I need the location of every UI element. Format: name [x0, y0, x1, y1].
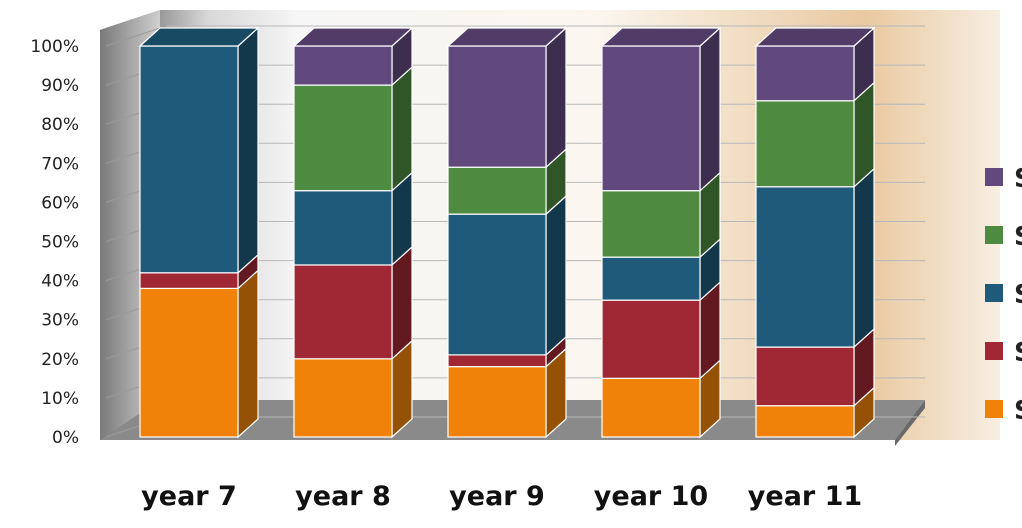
bar-top — [138, 27, 260, 47]
bar-stack — [446, 26, 568, 439]
y-tick-label: 0% — [52, 428, 79, 448]
bar-segment-front — [601, 299, 701, 379]
y-tick-label: 70% — [41, 154, 79, 174]
bar-segment-front — [755, 45, 855, 102]
bar-segment — [293, 65, 413, 193]
bar-segment-front — [447, 166, 547, 215]
bar-top — [446, 27, 568, 47]
legend-item: S — [985, 280, 1022, 310]
bar-segment-front — [139, 287, 239, 438]
bar-segment-side — [699, 26, 721, 193]
legend-label: S — [1014, 164, 1022, 194]
bar-segment-side — [391, 65, 413, 193]
bar-segment-front — [139, 45, 239, 274]
y-tick-label: 50% — [41, 233, 79, 253]
x-axis: year 7 year 8 year 9 year 10 year 11 — [141, 481, 862, 512]
bar-segment — [139, 26, 259, 275]
bar-segment-side — [237, 269, 259, 439]
legend-item: S — [985, 338, 1022, 368]
bar-top — [600, 27, 722, 47]
bar-segment-front — [293, 45, 393, 86]
bar-segment — [293, 339, 413, 439]
bar-segment-front — [293, 190, 393, 266]
bar-segment — [293, 245, 413, 361]
bar-segment-front — [755, 186, 855, 348]
bar-segment — [755, 327, 875, 408]
bar-segment-front — [755, 100, 855, 188]
floor-edge — [895, 400, 925, 446]
bar-segment — [139, 269, 259, 439]
x-tick-label: year 8 — [295, 481, 391, 512]
legend-item: S — [985, 222, 1022, 252]
bar-segment — [447, 147, 567, 216]
bar-segment — [447, 26, 567, 169]
bars — [138, 26, 876, 439]
bar-segment-front — [447, 354, 547, 368]
bar-segment-front — [293, 264, 393, 360]
x-tick-label: year 9 — [449, 481, 545, 512]
bar-segment — [447, 194, 567, 357]
bar-segment-side — [545, 26, 567, 169]
legend-label: S — [1014, 396, 1022, 426]
bar-segment-front — [755, 405, 855, 438]
y-tick-label: 80% — [41, 115, 79, 135]
bar-segment-front — [601, 377, 701, 438]
bar-top — [292, 27, 414, 47]
bar-segment — [755, 26, 875, 103]
bar-segment-side — [237, 26, 259, 275]
bar-segment-front — [447, 213, 547, 356]
legend-label: S — [1014, 338, 1022, 368]
y-tick-label: 90% — [41, 76, 79, 96]
bar-segment-side — [391, 245, 413, 361]
bar-top — [754, 27, 876, 47]
bar-segment — [601, 26, 721, 193]
bar-segment-front — [447, 45, 547, 168]
bar-segment-front — [755, 346, 855, 407]
legend-swatch — [985, 226, 1003, 244]
bar-stack — [754, 26, 876, 439]
y-tick-label: 100% — [30, 37, 79, 57]
legend-swatch — [985, 284, 1003, 302]
x-tick-label: year 7 — [141, 481, 237, 512]
y-tick-label: 40% — [41, 272, 79, 292]
bar-segment-front — [601, 45, 701, 192]
y-tick-label: 20% — [41, 350, 79, 370]
bar-segment — [293, 26, 413, 87]
legend-swatch — [985, 342, 1003, 360]
bar-segment-front — [601, 256, 701, 301]
bar-segment — [601, 359, 721, 439]
bar-segment-front — [139, 272, 239, 290]
legend-swatch — [985, 400, 1003, 418]
bar-segment — [755, 81, 875, 189]
y-tick-label: 10% — [41, 389, 79, 409]
bar-segment — [601, 237, 721, 302]
bar-segment-side — [853, 167, 875, 349]
legend-swatch — [985, 168, 1003, 186]
legend-item: S — [985, 164, 1022, 194]
x-tick-label: year 10 — [594, 481, 708, 512]
gridline-depth — [105, 25, 167, 47]
legend-item: S — [985, 396, 1022, 426]
legend: SSSSS — [985, 164, 1022, 426]
y-tick-label: 60% — [41, 193, 79, 213]
y-tick-label: 30% — [41, 311, 79, 331]
bar-stack — [292, 26, 414, 439]
y-axis: 0% 10% 20% 30% 40% 50% 60% 70% 80% 90% 100% — [30, 37, 79, 448]
bar-stack — [138, 26, 260, 439]
bar-segment-front — [601, 190, 701, 258]
bar-segment-front — [293, 358, 393, 438]
bar-segment-front — [293, 84, 393, 192]
x-tick-label: year 11 — [748, 481, 862, 512]
legend-label: S — [1014, 222, 1022, 252]
bar-segment-front — [447, 366, 547, 438]
bar-segment — [293, 171, 413, 267]
bar-stack — [600, 26, 722, 439]
legend-label: S — [1014, 280, 1022, 310]
bar-segment — [601, 171, 721, 259]
bar-segment-side — [545, 194, 567, 357]
bar-segment — [755, 167, 875, 349]
